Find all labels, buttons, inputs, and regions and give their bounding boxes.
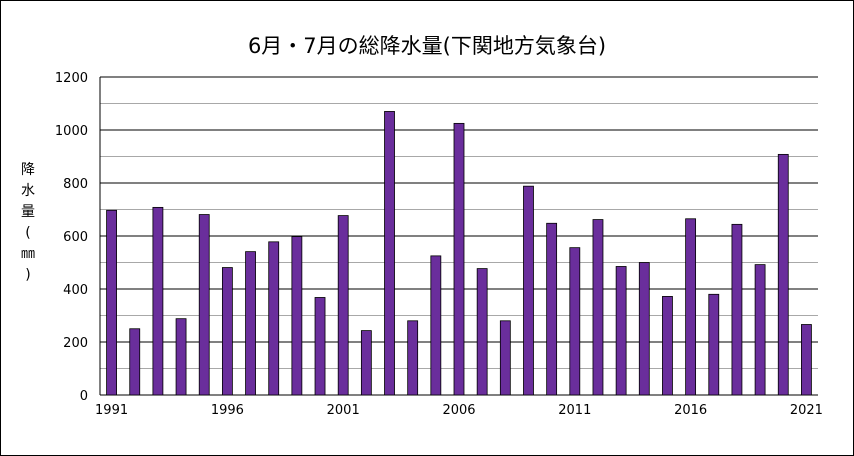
x-tick-label: 2011 (558, 403, 591, 418)
bar (662, 296, 673, 396)
bar (268, 241, 280, 396)
y-tick-label: 800 (63, 177, 88, 192)
y-axis-label: 降水量 ( ㎜) (18, 160, 38, 286)
bar (384, 111, 395, 396)
bar (615, 266, 627, 396)
bar (152, 206, 164, 396)
bar (198, 214, 210, 396)
bar (453, 122, 465, 396)
x-tick-label: 2001 (327, 403, 360, 418)
bar (337, 215, 349, 396)
bar (476, 268, 488, 396)
bar (291, 236, 303, 396)
y-tick-label: 1200 (55, 71, 88, 86)
bar (731, 223, 743, 396)
bar (360, 330, 372, 396)
bar (314, 297, 326, 396)
y-tick-label: 1000 (55, 124, 88, 139)
bar (801, 324, 812, 396)
y-tick-label: 600 (63, 230, 88, 245)
bar (175, 318, 187, 396)
bar (499, 320, 511, 396)
y-axis-label-char: ㎜ (21, 246, 35, 262)
bar (106, 209, 117, 396)
bar (754, 264, 766, 396)
bar (592, 219, 604, 396)
bar (245, 251, 256, 396)
bar (221, 267, 233, 396)
y-axis-label-char: ( (25, 225, 31, 241)
chart-title: 6月・7月の総降水量(下関地方気象台) (247, 34, 607, 58)
x-tick-label: 2006 (442, 403, 475, 418)
bar (708, 293, 720, 396)
bar (407, 320, 419, 396)
bar (546, 222, 558, 396)
bar (430, 255, 442, 396)
y-axis-label-char: 量 (21, 204, 35, 220)
x-tick-label: 2021 (790, 403, 823, 418)
bar (777, 153, 789, 396)
bar (523, 185, 534, 396)
x-tick-label: 2016 (674, 403, 707, 418)
y-tick-label: 200 (63, 336, 88, 351)
y-tick-label: 400 (63, 283, 88, 298)
bar (129, 328, 141, 396)
x-tick-label: 1991 (95, 403, 128, 418)
y-axis-label-char: 降 (21, 162, 35, 178)
x-tick-label: 1996 (211, 403, 244, 418)
bar (685, 218, 697, 396)
y-axis-label-char: ) (25, 267, 31, 283)
y-tick-label: 0 (80, 389, 88, 404)
bar (569, 247, 581, 396)
y-axis-label-char: 水 (21, 183, 35, 199)
bar (638, 262, 650, 396)
